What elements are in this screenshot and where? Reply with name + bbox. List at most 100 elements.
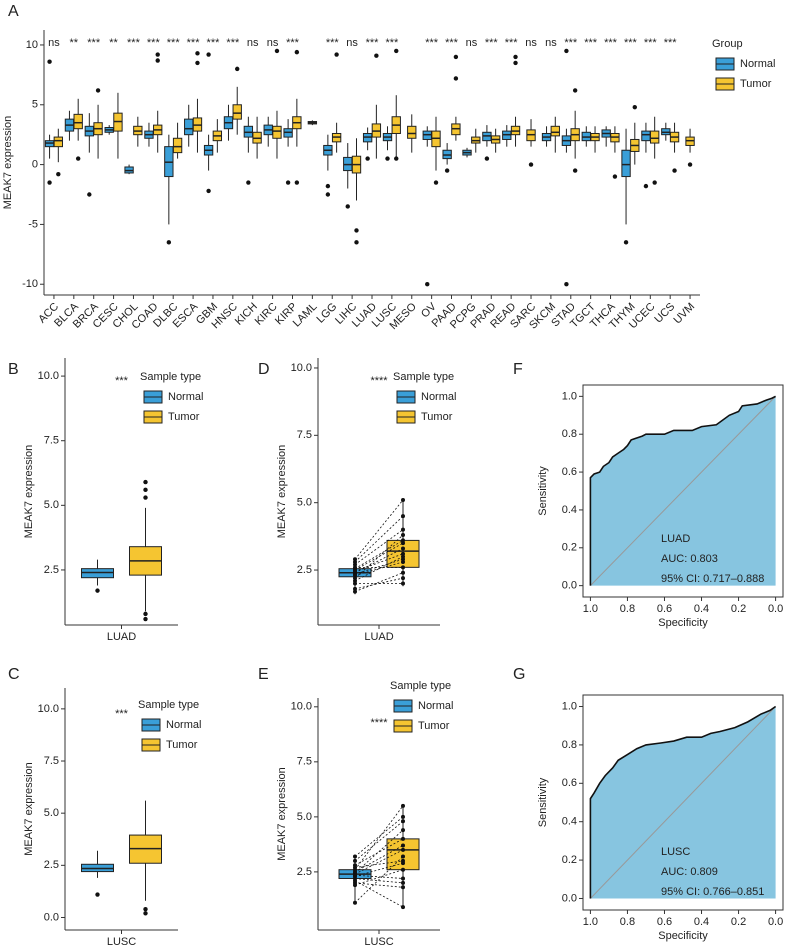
outlier	[143, 495, 148, 500]
y-axis-label: MEAK7 expression	[23, 445, 35, 539]
x-tick-label: LUSC	[107, 936, 136, 948]
significance: ***	[564, 37, 578, 49]
y-tick-label: 7.5	[297, 429, 312, 441]
pair-line	[354, 829, 404, 874]
roc-label: LUSC	[661, 846, 690, 858]
box	[621, 149, 631, 178]
outlier	[354, 240, 359, 245]
box	[232, 104, 242, 120]
significance: ns	[525, 37, 537, 49]
pair-line	[354, 553, 404, 572]
pair-line	[354, 838, 404, 866]
significance: ns	[545, 37, 557, 49]
y-tick-label: 5	[32, 99, 38, 111]
significance: ns	[247, 37, 259, 49]
y-tick-label: 0.8	[562, 739, 577, 751]
y-axis-label: MEAK7 expression	[23, 762, 35, 856]
outlier	[354, 228, 359, 233]
legend-label: Normal	[168, 391, 203, 403]
paired-point	[401, 836, 405, 841]
y-tick-label: 1.0	[562, 700, 577, 712]
outlier	[143, 616, 148, 622]
pair-line	[354, 561, 404, 576]
pair-line	[354, 874, 404, 879]
outlier	[564, 48, 569, 54]
y-tick-label: 2.5	[44, 564, 59, 576]
significance: ***	[115, 375, 129, 387]
box	[53, 136, 63, 148]
outlier	[687, 162, 693, 167]
outlier	[56, 171, 61, 177]
outlier	[643, 183, 649, 189]
paired-point	[401, 533, 405, 538]
paired-point	[401, 570, 405, 575]
box	[550, 125, 560, 137]
outlier	[195, 51, 200, 56]
x-axis-label: Specificity	[658, 617, 708, 629]
plot-frame	[582, 384, 784, 598]
significance: ns	[346, 37, 358, 49]
legend-title: Sample type	[393, 371, 454, 383]
x-tick-label: 0.4	[694, 916, 709, 928]
outlier	[87, 192, 92, 197]
significance: ns	[48, 37, 60, 49]
legend-title: Sample type	[140, 371, 201, 383]
outlier	[334, 52, 339, 57]
paired-point	[353, 900, 357, 905]
significance: ***	[505, 37, 519, 49]
y-tick-label: 10.0	[38, 703, 59, 715]
outlier	[235, 66, 240, 72]
outlier	[206, 52, 211, 57]
significance: ***	[187, 37, 201, 49]
significance: ***	[366, 37, 380, 49]
y-tick-label: -5	[28, 218, 38, 230]
outlier	[564, 282, 569, 287]
significance: ***	[624, 37, 638, 49]
paired-point	[353, 865, 357, 870]
pair-line	[354, 540, 404, 570]
y-tick-label: 2.5	[297, 564, 312, 576]
pair-line	[354, 534, 404, 579]
y-axis-label: Sensitivity	[537, 466, 549, 516]
outlier	[374, 53, 379, 58]
legend-label: Normal	[418, 700, 453, 712]
paired-point	[401, 885, 405, 890]
paired-point	[401, 514, 405, 519]
significance: ***	[226, 37, 240, 49]
significance: ***	[147, 37, 161, 49]
legend-label: Tumor	[421, 411, 453, 423]
paired-point	[401, 557, 405, 562]
x-tick-label: 0.6	[657, 603, 672, 615]
significance: ***	[644, 37, 658, 49]
outlier	[453, 76, 459, 81]
paired-point	[401, 814, 405, 819]
paired-point	[353, 878, 357, 883]
outlier	[294, 49, 300, 55]
significance: ***	[425, 37, 439, 49]
x-tick-label: LUAD	[107, 631, 136, 643]
paired-point	[401, 847, 405, 852]
panel-letter: C	[8, 666, 20, 683]
outlier	[425, 282, 430, 287]
outlier	[274, 48, 280, 54]
pair-line	[354, 845, 404, 873]
roc-label: LUAD	[661, 533, 690, 545]
outlier	[394, 156, 399, 161]
pair-line	[354, 878, 404, 884]
outlier	[75, 156, 81, 161]
outlier	[294, 180, 300, 185]
x-tick-label: 0.2	[731, 603, 746, 615]
outlier	[394, 48, 399, 54]
x-tick-label: 0.4	[694, 603, 709, 615]
x-tick-label: 0.0	[768, 603, 783, 615]
outlier	[155, 58, 160, 63]
significance: ***	[485, 37, 499, 49]
pair-line	[354, 499, 404, 560]
y-tick-label: 5.0	[297, 811, 312, 823]
box	[172, 137, 183, 154]
auc-text: AUC: 0.803	[661, 553, 718, 565]
legend-label: Normal	[421, 391, 456, 403]
outlier	[444, 168, 450, 173]
paired-point	[353, 559, 357, 564]
box	[184, 118, 194, 136]
